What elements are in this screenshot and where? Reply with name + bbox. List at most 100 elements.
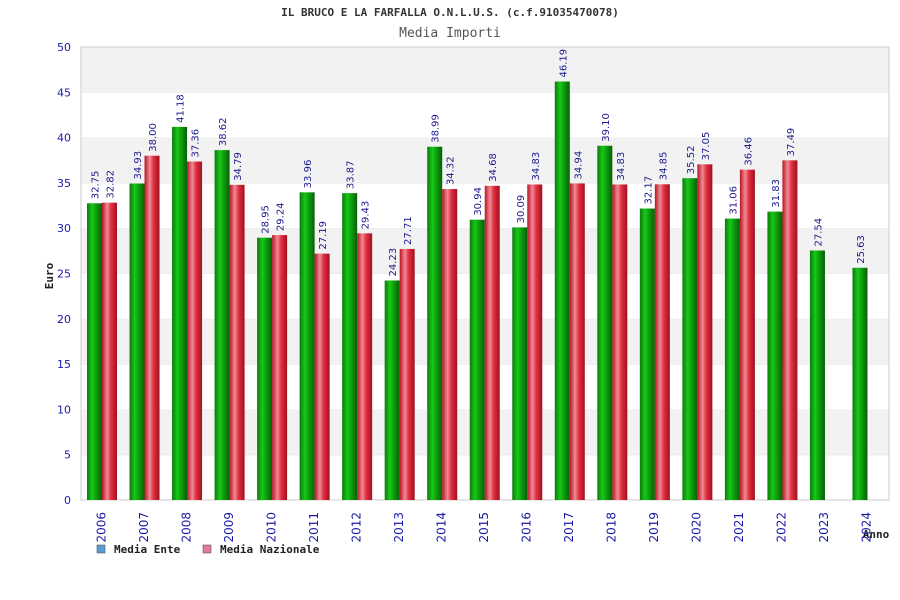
data-label-media-ente-2006: 32.75 xyxy=(91,171,102,200)
data-label-media-ente-2015: 30.94 xyxy=(473,187,484,216)
y-tick-label: 0 xyxy=(64,494,71,507)
bar-media-ente-2024 xyxy=(852,267,868,500)
data-label-media-ente-2009: 38.62 xyxy=(218,117,229,146)
legend-swatch-media-nazionale xyxy=(202,544,212,554)
bar-media-nazionale-2006 xyxy=(102,202,117,500)
data-label-media-nazionale-2011: 27.19 xyxy=(318,221,329,250)
data-label-media-nazionale-2016: 34.83 xyxy=(531,152,542,181)
bar-media-nazionale-2011 xyxy=(314,253,330,500)
data-label-media-ente-2014: 38.99 xyxy=(431,114,442,143)
y-tick-label: 30 xyxy=(57,222,71,235)
data-label-media-nazionale-2010: 29.24 xyxy=(276,202,287,231)
bar-media-ente-2009 xyxy=(214,150,230,501)
x-tick-label: 2014 xyxy=(434,512,448,543)
bar-media-ente-2023 xyxy=(809,250,825,500)
chart-title: IL BRUCO E LA FARFALLA O.N.L.U.S. (c.f.9… xyxy=(281,6,619,19)
bar-media-ente-2011 xyxy=(299,192,315,501)
x-tick-label: 2010 xyxy=(264,512,278,543)
data-label-media-ente-2008: 41.18 xyxy=(176,94,187,123)
x-tick-label: 2022 xyxy=(775,512,789,543)
bar-media-nazionale-2020 xyxy=(697,164,713,500)
bars-group: 32.75 32.82 34.93 38.00 41.18 37.36 38.62 34.79… xyxy=(87,49,868,501)
data-label-media-ente-2023: 27.54 xyxy=(813,218,824,247)
bar-media-ente-2008 xyxy=(172,126,188,500)
bar-media-nazionale-2008 xyxy=(187,161,203,500)
data-label-media-nazionale-2020: 37.05 xyxy=(701,132,712,161)
x-tick-label: 2006 xyxy=(94,512,108,543)
data-label-media-nazionale-2022: 37.49 xyxy=(786,128,797,157)
legend: Media Ente Media Nazionale xyxy=(96,543,320,556)
data-label-media-ente-2011: 33.96 xyxy=(303,160,314,189)
bar-media-nazionale-2016 xyxy=(527,184,543,501)
bar-media-ente-2018 xyxy=(597,145,613,500)
data-label-media-nazionale-2021: 36.46 xyxy=(743,137,754,166)
data-label-media-nazionale-2012: 29.43 xyxy=(361,201,372,230)
bar-media-ente-2019 xyxy=(639,208,655,500)
data-label-media-ente-2007: 34.93 xyxy=(133,151,144,180)
x-tick-label: 2021 xyxy=(732,512,746,543)
y-tick-label: 40 xyxy=(57,132,71,145)
bar-media-ente-2021 xyxy=(724,218,740,500)
legend-swatch-media-ente xyxy=(96,544,106,554)
data-label-media-nazionale-2015: 34.68 xyxy=(488,153,499,182)
data-label-media-nazionale-2009: 34.79 xyxy=(233,152,244,181)
x-tick-label: 2020 xyxy=(690,512,704,543)
data-label-media-ente-2016: 30.09 xyxy=(516,195,527,224)
bar-media-nazionale-2013 xyxy=(399,248,415,500)
bar-media-nazionale-2007 xyxy=(144,155,160,500)
data-label-media-ente-2021: 31.06 xyxy=(728,186,739,215)
y-axis-ticks: 0 5 10 15 20 25 30 35 40 45 50 xyxy=(57,41,71,507)
bar-media-ente-2010 xyxy=(257,237,273,500)
x-tick-label: 2011 xyxy=(307,512,321,543)
x-tick-label: 2012 xyxy=(349,512,363,543)
x-tick-label: 2017 xyxy=(562,512,576,543)
data-label-media-nazionale-2014: 34.32 xyxy=(446,156,457,185)
data-label-media-nazionale-2018: 34.83 xyxy=(616,152,627,181)
bar-media-nazionale-2017 xyxy=(569,183,585,500)
bar-media-nazionale-2010 xyxy=(272,235,288,500)
bar-media-nazionale-2012 xyxy=(357,233,373,500)
y-tick-label: 20 xyxy=(57,313,71,326)
data-label-media-ente-2010: 28.95 xyxy=(261,205,272,234)
bar-media-ente-2015 xyxy=(469,219,485,500)
data-label-media-nazionale-2007: 38.00 xyxy=(148,123,159,152)
bar-media-nazionale-2015 xyxy=(484,185,500,500)
x-tick-label: 2009 xyxy=(222,512,236,543)
y-axis-label: Euro xyxy=(43,262,56,289)
grid-band xyxy=(81,47,889,93)
x-tick-label: 2018 xyxy=(605,512,619,543)
y-tick-label: 25 xyxy=(57,268,71,281)
data-label-media-ente-2018: 39.10 xyxy=(601,113,612,142)
bar-media-ente-2017 xyxy=(554,81,570,500)
bar-media-ente-2006 xyxy=(87,203,102,500)
x-tick-label: 2008 xyxy=(179,512,193,543)
x-tick-label: 2015 xyxy=(477,512,491,543)
data-label-media-ente-2024: 25.63 xyxy=(856,235,867,264)
bar-media-nazionale-2014 xyxy=(442,189,458,501)
x-tick-label: 2016 xyxy=(520,512,534,543)
y-tick-label: 50 xyxy=(57,41,71,54)
x-tick-label: 2019 xyxy=(647,512,661,543)
data-label-media-ente-2020: 35.52 xyxy=(686,146,697,175)
grid-band xyxy=(81,92,889,138)
chart-subtitle: Media Importi xyxy=(399,26,501,41)
y-tick-label: 45 xyxy=(57,86,71,99)
y-tick-label: 10 xyxy=(57,403,71,416)
data-label-media-nazionale-2008: 37.36 xyxy=(191,129,202,158)
data-label-media-ente-2022: 31.83 xyxy=(771,179,782,208)
legend-label-media-nazionale: Media Nazionale xyxy=(220,543,320,556)
y-tick-label: 35 xyxy=(57,177,71,190)
y-tick-label: 15 xyxy=(57,358,71,371)
grid-band xyxy=(81,137,889,183)
y-tick-label: 5 xyxy=(64,449,71,462)
bar-media-ente-2020 xyxy=(682,178,698,501)
bar-media-ente-2014 xyxy=(427,146,443,500)
bar-media-nazionale-2022 xyxy=(782,160,798,500)
bar-media-ente-2022 xyxy=(767,211,783,501)
x-tick-label: 2024 xyxy=(860,512,874,543)
data-label-media-ente-2012: 33.87 xyxy=(346,160,357,189)
data-label-media-nazionale-2006: 32.82 xyxy=(106,170,117,199)
bar-media-ente-2007 xyxy=(129,183,145,501)
x-tick-label: 2013 xyxy=(392,512,406,543)
